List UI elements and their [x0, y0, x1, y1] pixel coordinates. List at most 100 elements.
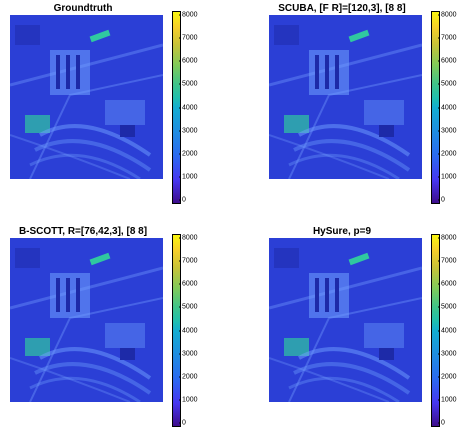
panel-title: B-SCOTT, R=[76,42,3], [8 8]	[18, 226, 148, 237]
colorbar-tick-label: 1000	[179, 173, 198, 181]
scene-shape-10	[105, 323, 145, 348]
scene-shape-13	[34, 362, 152, 395]
scene-shape-13	[34, 139, 152, 172]
colorbar-tick-label: 1000	[179, 396, 198, 404]
colorbar-ticks: 0 1000 2000 3000 4000 5000 6000 7000 8000	[179, 234, 222, 427]
scene-shape-11	[25, 338, 50, 356]
scene-shape-12	[39, 347, 152, 380]
colorbar-tick-label: 2000	[438, 373, 457, 381]
colorbar-tick-label: 3000	[438, 350, 457, 358]
scene-shape-10	[364, 100, 404, 125]
colorbar-tick-label: 2000	[179, 373, 198, 381]
colorbar-tick-label: 4000	[179, 104, 198, 111]
colorbar-ticks: 0 1000 2000 3000 4000 5000 6000 7000 8000	[179, 11, 222, 204]
colorbar-tick-label: 8000	[438, 234, 457, 242]
scene-shape-7	[325, 278, 329, 312]
colorbar-tick-label: 7000	[179, 257, 198, 265]
colorbar-tick-label: 1000	[438, 396, 457, 404]
colorbar-tick-label: 8000	[179, 11, 198, 19]
heatmap-image	[10, 238, 163, 402]
scene-shape-15	[120, 348, 135, 360]
colorbar-tick-label: 8000	[179, 234, 198, 242]
scene-shape-6	[56, 55, 60, 89]
scene-shape-11	[284, 115, 309, 133]
scene-shape-6	[315, 278, 319, 312]
scene-shape-11	[25, 115, 50, 133]
colorbar-tick-label: 2000	[179, 150, 198, 158]
scene-shape-9	[89, 252, 111, 266]
heatmap-image	[10, 15, 163, 179]
colorbar-tick-label: 3000	[438, 127, 457, 135]
scene-shape-4	[269, 134, 390, 179]
colorbar-tick-label: 7000	[179, 34, 198, 42]
scene-shape-12	[298, 347, 411, 380]
scene-shape-12	[39, 124, 152, 157]
scene-shape-16	[15, 248, 40, 268]
scene-shape-8	[76, 278, 80, 312]
colorbar-tick-label: 6000	[179, 280, 198, 288]
scene-shape-6	[56, 278, 60, 312]
colorbar-tick-label: 5000	[179, 80, 198, 88]
scene-shape-14	[288, 153, 400, 179]
scene-drawing	[269, 238, 422, 402]
colorbar-tick-label: 0	[179, 419, 186, 427]
scene-shape-15	[379, 348, 394, 360]
scene-shape-12	[298, 124, 411, 157]
scene-shape-11	[284, 338, 309, 356]
scene-drawing	[10, 238, 163, 402]
panel-title: Groundtruth	[53, 3, 113, 14]
heatmap-panel-2: SCUBA, [F R]=[120,3], [8 8] 0 1000 2000 3000…	[262, 3, 463, 204]
colorbar-tick-label: 8000	[438, 11, 457, 19]
heatmap-panel-1: Groundtruth 0 1000 2000 3000 4000 5000 6000 7000…	[3, 3, 223, 204]
scene-shape-9	[348, 29, 370, 43]
scene-shape-16	[274, 25, 299, 45]
scene-shape-8	[76, 55, 80, 89]
heatmap-image	[269, 238, 422, 402]
colorbar-tick-label: 7000	[438, 257, 457, 265]
scene-shape-9	[348, 252, 370, 266]
colorbar-tick-label: 0	[179, 196, 186, 204]
colorbar-tick-label: 4000	[438, 327, 457, 334]
scene-shape-16	[274, 248, 299, 268]
scene-shape-13	[293, 139, 411, 172]
panel-title: SCUBA, [F R]=[120,3], [8 8]	[278, 3, 406, 14]
scene-shape-14	[29, 153, 141, 179]
heatmap-panel-3: B-SCOTT, R=[76,42,3], [8 8] 0 1000 2000 3000…	[3, 226, 223, 427]
colorbar-tick-label: 4000	[179, 327, 198, 334]
scene-shape-13	[293, 362, 411, 395]
scene-shape-10	[105, 100, 145, 125]
colorbar-tick-label: 6000	[438, 57, 457, 65]
colorbar-tick-label: 1000	[438, 173, 457, 181]
scene-shape-6	[315, 55, 319, 89]
scene-shape-16	[15, 25, 40, 45]
heatmap-panel-4: HySure, p=9 0 1000 2000 3000 4000 5000 6000 7000…	[262, 226, 463, 427]
colorbar-tick-label: 7000	[438, 34, 457, 42]
scene-shape-7	[325, 55, 329, 89]
scene-shape-15	[379, 125, 394, 137]
scene-shape-15	[120, 125, 135, 137]
colorbar-tick-label: 5000	[179, 303, 198, 311]
colorbar-tick-label: 5000	[438, 80, 457, 88]
scene-shape-7	[66, 55, 70, 89]
scene-shape-7	[66, 278, 70, 312]
colorbar-tick-label: 4000	[438, 104, 457, 111]
colorbar-tick-label: 6000	[179, 57, 198, 65]
scene-shape-4	[10, 134, 131, 179]
colorbar-tick-label: 0	[438, 196, 445, 204]
colorbar-tick-label: 3000	[179, 350, 198, 358]
scene-shape-8	[335, 55, 339, 89]
colorbar-tick-label: 6000	[438, 280, 457, 288]
scene-shape-9	[89, 29, 111, 43]
scene-shape-8	[335, 278, 339, 312]
heatmap-image	[269, 15, 422, 179]
colorbar-tick-label: 3000	[179, 127, 198, 135]
scene-shape-10	[364, 323, 404, 348]
scene-drawing	[269, 15, 422, 179]
scene-drawing	[10, 15, 163, 179]
colorbar-ticks: 0 1000 2000 3000 4000 5000 6000 7000 8000	[438, 234, 463, 427]
panel-title: HySure, p=9	[312, 226, 372, 237]
colorbar-tick-label: 5000	[438, 303, 457, 311]
colorbar-tick-label: 0	[438, 419, 445, 427]
colorbar-ticks: 0 1000 2000 3000 4000 5000 6000 7000 8000	[438, 11, 463, 204]
colorbar-tick-label: 2000	[438, 150, 457, 158]
